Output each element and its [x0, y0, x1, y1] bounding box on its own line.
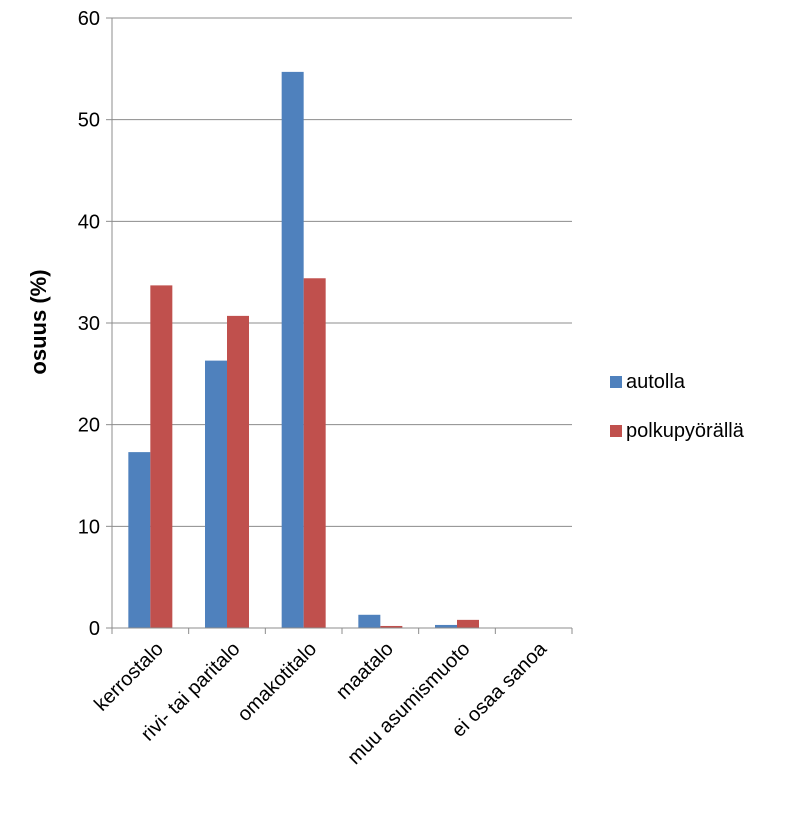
- legend: autolla polkupyörällä: [610, 371, 745, 442]
- bar-autolla: [205, 360, 227, 628]
- legend-label: polkupyörällä: [626, 420, 745, 442]
- x-tick-label: omakotitalo: [233, 638, 321, 726]
- bars: [128, 71, 479, 629]
- x-tick-label: maatalo: [332, 638, 398, 704]
- gridlines: [112, 17, 572, 527]
- y-tick-label: 20: [78, 415, 100, 437]
- y-tick-label: 40: [78, 211, 100, 233]
- legend-label: autolla: [626, 371, 686, 393]
- bar-autolla: [358, 614, 381, 628]
- legend-swatch: [610, 425, 622, 437]
- bar-polkupyoralla: [227, 315, 249, 628]
- bar-polkupyoralla: [457, 619, 479, 628]
- x-tick-label: kerrostalo: [90, 638, 168, 716]
- y-tick-label: 0: [89, 618, 100, 640]
- axes: [106, 17, 573, 634]
- bar-autolla: [435, 624, 457, 628]
- y-tick-label: 10: [78, 516, 100, 538]
- bar-polkupyoralla: [380, 625, 403, 628]
- y-tick-label: 30: [78, 313, 100, 335]
- y-axis-label: osuus (%): [26, 269, 51, 374]
- bar-autolla: [128, 452, 151, 628]
- y-tick-label: 50: [78, 110, 100, 132]
- legend-swatch: [610, 376, 622, 388]
- bar-autolla: [281, 71, 304, 629]
- y-tick-label: 60: [78, 8, 100, 30]
- bar-polkupyoralla: [303, 278, 326, 628]
- y-tick-labels: 0 10 20 30 40 50 60: [78, 8, 100, 640]
- bar-polkupyoralla: [150, 285, 173, 628]
